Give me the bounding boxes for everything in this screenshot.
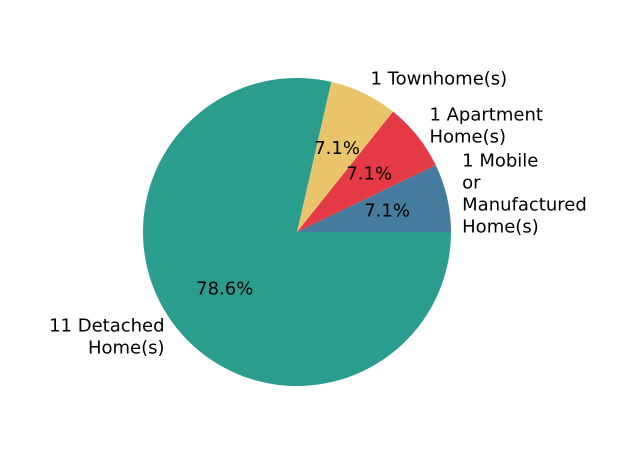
percent-label-11-detached-home-s: 78.6% (196, 279, 253, 300)
slice-label-line: 1 Mobile (462, 150, 538, 171)
slice-label-line: Home(s) (88, 338, 165, 359)
slice-label-line: Home(s) (462, 216, 539, 237)
pie-slice-1-apartment-home-s (297, 111, 436, 232)
percent-label-1-mobile-or-manufactured-home-s: 7.1% (364, 200, 410, 221)
slice-label-line: 1 Apartment (429, 104, 542, 125)
pie-slice-1-townhome-s (297, 81, 394, 232)
slice-label-1-mobile-or-manufactured-home-s: 1 Mobile or Manufactured Home(s) (462, 150, 587, 237)
slice-label-11-detached-home-s: 11 Detached Home(s) (49, 316, 164, 359)
slice-label-line: Manufactured (462, 194, 587, 215)
percent-label-1-townhome-s: 7.1% (314, 138, 360, 159)
pie-slice-11-detached-home-s (143, 78, 452, 387)
slice-label-1-townhome-s: 1 Townhome(s) (370, 68, 507, 89)
slice-label-line: 1 Townhome(s) (370, 68, 507, 89)
labels-layer: 1 Mobile or Manufactured Home(s)1 Apartment… (49, 68, 587, 358)
percent-labels-layer: 7.1% 7.1% 7.1% 78.6% (196, 138, 410, 300)
slices-layer (143, 78, 452, 387)
percent-label-1-apartment-home-s: 7.1% (346, 163, 392, 184)
slice-label-line: Home(s) (429, 126, 506, 147)
slice-label-line: 11 Detached (49, 316, 164, 337)
slice-label-line: or (462, 172, 481, 193)
slice-label-1-apartment-home-s: 1 Apartment Home(s) (429, 104, 542, 147)
pie-slice-1-mobile-or-manufactured-home-s (297, 165, 452, 232)
